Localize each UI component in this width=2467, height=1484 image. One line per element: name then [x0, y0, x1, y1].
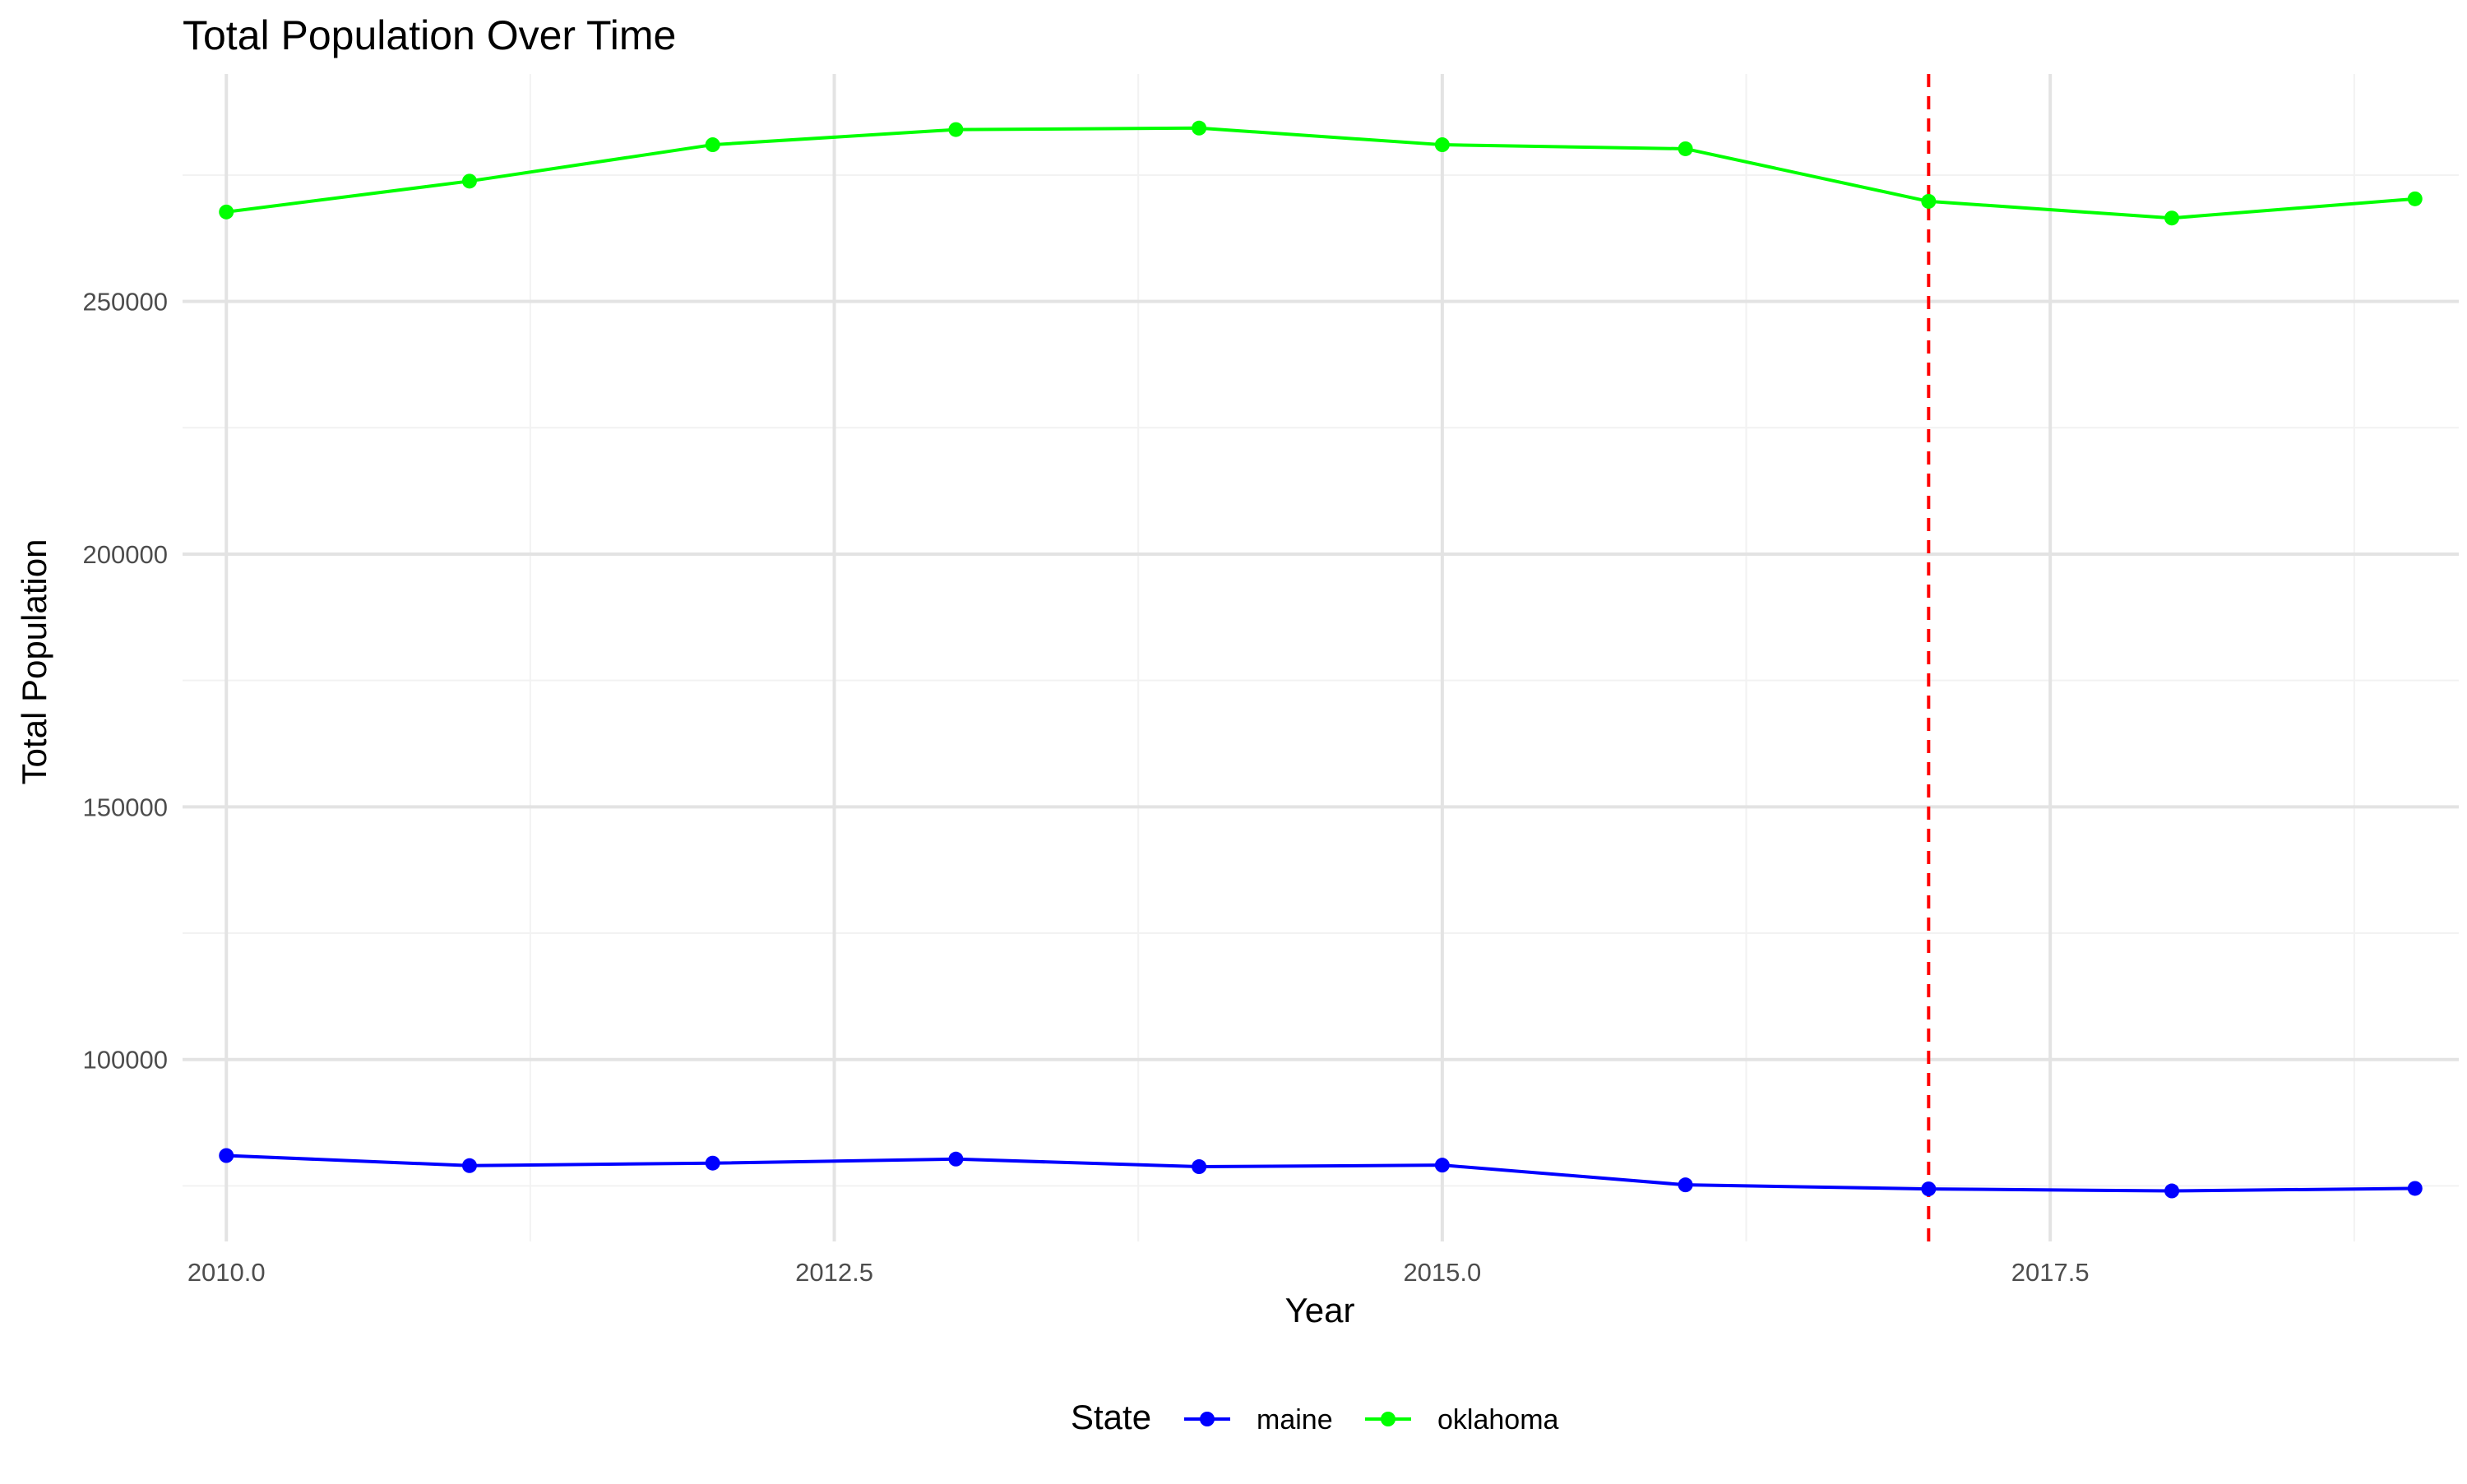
series-oklahoma — [219, 120, 2423, 226]
y-tick-label: 250000 — [83, 288, 168, 317]
legend: State maine oklahoma — [1071, 1398, 1559, 1436]
data-point-oklahoma — [219, 204, 234, 220]
data-point-maine — [2407, 1181, 2423, 1196]
legend-item-maine: maine — [1184, 1404, 1333, 1435]
data-point-oklahoma — [2164, 210, 2180, 226]
x-axis: 2010.0 2012.5 2015.0 2017.5 — [187, 1258, 2090, 1287]
data-point-maine — [948, 1151, 964, 1167]
x-tick-label: 2010.0 — [187, 1258, 266, 1287]
data-point-maine — [1921, 1181, 1937, 1197]
data-point-maine — [705, 1155, 720, 1171]
data-point-maine — [219, 1148, 234, 1163]
data-point-maine — [1192, 1159, 1207, 1175]
data-point-maine — [2164, 1183, 2180, 1199]
chart-title: Total Population Over Time — [183, 12, 676, 58]
data-point-oklahoma — [948, 122, 964, 137]
legend-key-point — [1381, 1412, 1395, 1426]
data-point-oklahoma — [1434, 137, 1450, 153]
legend-label: oklahoma — [1437, 1404, 1559, 1435]
data-point-oklahoma — [2407, 191, 2423, 206]
series-line-oklahoma — [225, 126, 2415, 220]
data-point-oklahoma — [1921, 193, 1937, 209]
y-axis: 100000 150000 200000 250000 — [83, 288, 168, 1075]
legend-label: maine — [1257, 1404, 1333, 1435]
data-point-oklahoma — [461, 173, 477, 189]
x-tick-label: 2017.5 — [2011, 1258, 2090, 1287]
legend-title: State — [1071, 1398, 1151, 1436]
data-point-maine — [1434, 1158, 1450, 1173]
legend-items: maine oklahoma — [1184, 1404, 1559, 1435]
y-tick-label: 100000 — [83, 1046, 168, 1075]
y-axis-title: Total Population — [15, 539, 53, 785]
series-maine — [219, 1148, 2423, 1199]
legend-key-point — [1200, 1412, 1215, 1426]
series-group — [219, 120, 2423, 1199]
series-line-maine — [226, 1153, 2415, 1193]
data-point-oklahoma — [705, 137, 720, 153]
x-tick-label: 2012.5 — [795, 1258, 873, 1287]
x-axis-title: Year — [1285, 1291, 1355, 1329]
legend-item-oklahoma: oklahoma — [1365, 1404, 1559, 1435]
data-point-maine — [461, 1158, 477, 1173]
data-point-maine — [1678, 1177, 1693, 1193]
y-tick-label: 200000 — [83, 540, 168, 569]
data-point-oklahoma — [1192, 120, 1207, 136]
grid-lines — [183, 74, 2459, 1241]
y-tick-label: 150000 — [83, 793, 168, 821]
x-tick-label: 2015.0 — [1403, 1258, 1481, 1287]
data-point-oklahoma — [1678, 141, 1693, 156]
